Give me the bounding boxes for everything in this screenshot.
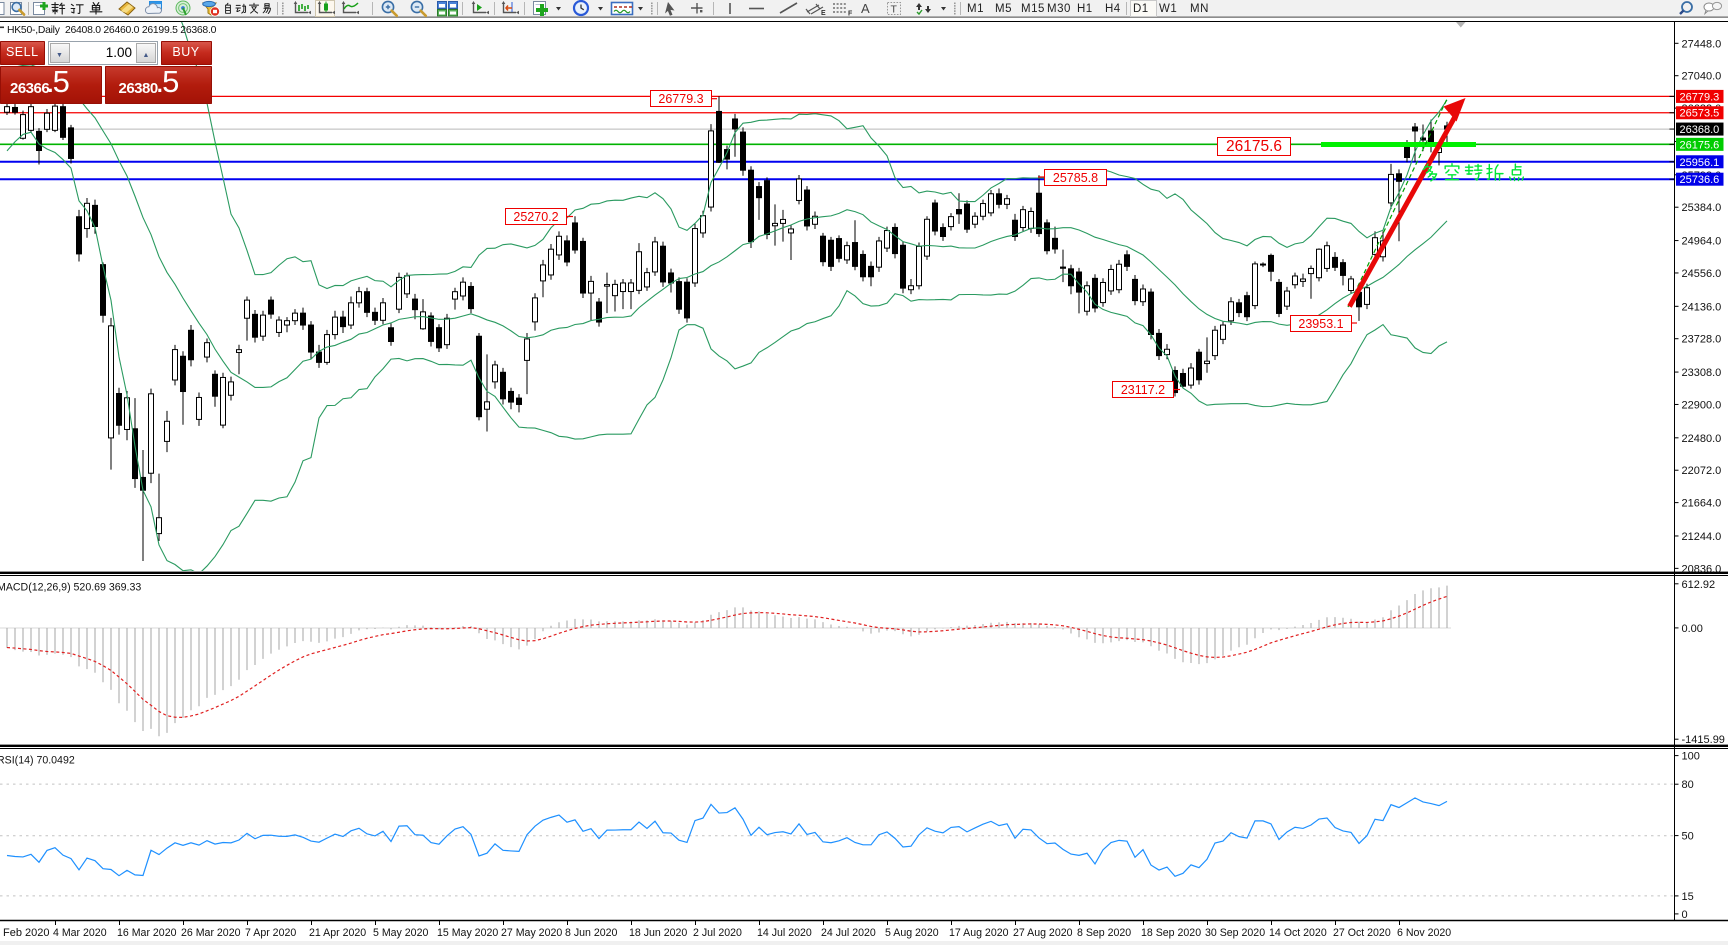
svg-text:17 Aug 2020: 17 Aug 2020 — [949, 927, 1009, 939]
svg-text:0.00: 0.00 — [1682, 623, 1703, 635]
svg-text:F: F — [848, 11, 853, 18]
svg-text:21664.0: 21664.0 — [1682, 498, 1722, 510]
svg-text:612.92: 612.92 — [1682, 579, 1716, 591]
svg-text:4 Mar 2020: 4 Mar 2020 — [53, 927, 107, 939]
svg-text:100: 100 — [1682, 751, 1700, 763]
svg-text:27040.0: 27040.0 — [1682, 71, 1722, 83]
svg-text:27 Oct 2020: 27 Oct 2020 — [1333, 927, 1391, 939]
svg-text:25736.6: 25736.6 — [1680, 174, 1720, 186]
svg-text:D1: D1 — [1133, 3, 1149, 15]
svg-text:23308.0: 23308.0 — [1682, 367, 1722, 379]
svg-text:26779.3: 26779.3 — [1680, 91, 1720, 103]
svg-text:21 Apr 2020: 21 Apr 2020 — [309, 927, 366, 939]
svg-text:6 Nov 2020: 6 Nov 2020 — [1397, 927, 1451, 939]
svg-text:21244.0: 21244.0 — [1682, 531, 1722, 543]
svg-text:5 Aug 2020: 5 Aug 2020 — [885, 927, 939, 939]
svg-text:T: T — [891, 4, 898, 16]
svg-text:24964.0: 24964.0 — [1682, 236, 1722, 248]
svg-text:M5: M5 — [995, 3, 1012, 15]
svg-text:30 Sep 2020: 30 Sep 2020 — [1205, 927, 1265, 939]
svg-text:A: A — [861, 1, 870, 16]
svg-text:H4: H4 — [1105, 3, 1121, 15]
svg-text:MN: MN — [1190, 3, 1209, 15]
svg-text:24556.0: 24556.0 — [1682, 268, 1722, 280]
svg-text:5 May 2020: 5 May 2020 — [373, 927, 428, 939]
svg-text:26 Mar 2020: 26 Mar 2020 — [181, 927, 241, 939]
svg-text:RSI(14) 70.0492: RSI(14) 70.0492 — [0, 755, 75, 767]
svg-text:20836.0: 20836.0 — [1682, 563, 1722, 575]
svg-text:M30: M30 — [1047, 3, 1071, 15]
svg-text:27 May 2020: 27 May 2020 — [501, 927, 562, 939]
svg-text:18 Sep 2020: 18 Sep 2020 — [1141, 927, 1201, 939]
svg-text:M1: M1 — [967, 3, 984, 15]
svg-text:M15: M15 — [1021, 3, 1045, 15]
svg-text:16 Mar 2020: 16 Mar 2020 — [117, 927, 177, 939]
svg-text:Feb 2020: Feb 2020 — [3, 927, 49, 939]
svg-text:26368.0: 26368.0 — [1680, 124, 1720, 136]
svg-text:15 May 2020: 15 May 2020 — [437, 927, 498, 939]
svg-text:8 Jun 2020: 8 Jun 2020 — [565, 927, 618, 939]
svg-text:0: 0 — [1682, 909, 1688, 921]
svg-text:50: 50 — [1682, 831, 1694, 843]
svg-text:14 Oct 2020: 14 Oct 2020 — [1269, 927, 1327, 939]
svg-text:-1415.99: -1415.99 — [1682, 734, 1725, 746]
svg-text:22900.0: 22900.0 — [1682, 399, 1722, 411]
svg-text:80: 80 — [1682, 779, 1694, 791]
svg-text:27448.0: 27448.0 — [1682, 38, 1722, 50]
svg-text:MACD(12,26,9) 520.69 369.33: MACD(12,26,9) 520.69 369.33 — [0, 582, 141, 594]
svg-text:25384.0: 25384.0 — [1682, 202, 1722, 214]
svg-text:24 Jul 2020: 24 Jul 2020 — [821, 927, 876, 939]
svg-text:23728.0: 23728.0 — [1682, 334, 1722, 346]
svg-text:26175.6: 26175.6 — [1680, 139, 1720, 151]
svg-text:22072.0: 22072.0 — [1682, 465, 1722, 477]
svg-text:E: E — [821, 10, 826, 17]
svg-text:14 Jul 2020: 14 Jul 2020 — [757, 927, 812, 939]
svg-text:25956.1: 25956.1 — [1680, 157, 1720, 169]
svg-text:26573.5: 26573.5 — [1680, 108, 1720, 120]
svg-text:15: 15 — [1682, 891, 1694, 903]
svg-text:2 Jul 2020: 2 Jul 2020 — [693, 927, 742, 939]
svg-text:27 Aug 2020: 27 Aug 2020 — [1013, 927, 1073, 939]
svg-text:HK50-,Daily 26408.0 26460.0 2: HK50-,Daily 26408.0 26460.0 26199.5 2636… — [7, 25, 217, 36]
svg-text:18 Jun 2020: 18 Jun 2020 — [629, 927, 687, 939]
svg-text:24136.0: 24136.0 — [1682, 301, 1722, 313]
svg-text:22480.0: 22480.0 — [1682, 433, 1722, 445]
svg-text:W1: W1 — [1159, 3, 1177, 15]
svg-text:7 Apr 2020: 7 Apr 2020 — [245, 927, 296, 939]
svg-text:8 Sep 2020: 8 Sep 2020 — [1077, 927, 1131, 939]
svg-text:H1: H1 — [1077, 3, 1093, 15]
